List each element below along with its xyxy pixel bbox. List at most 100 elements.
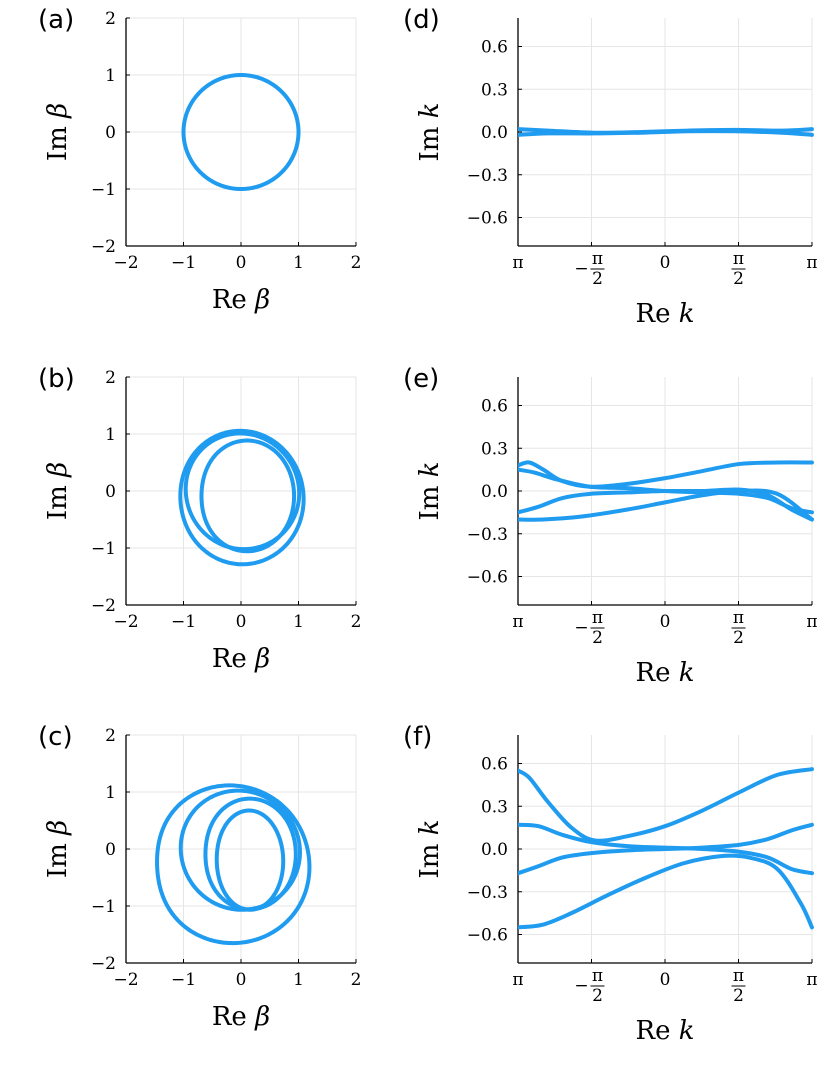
- minus-sign: −: [574, 976, 588, 996]
- series-1-line: [518, 460, 814, 489]
- axis-label-prefix: Re: [636, 299, 679, 329]
- x-tick-label: π: [512, 612, 523, 632]
- y-tick-label: 1: [105, 783, 116, 803]
- axis-label-variable: β: [254, 644, 270, 674]
- axis-label-prefix: Im: [415, 835, 445, 878]
- x-tick-label: −π/2− π2: [574, 966, 605, 1006]
- x-tick-label: π: [806, 253, 817, 273]
- y-tick-label: 0.6: [481, 397, 508, 417]
- y-tick-label: −0.3: [467, 525, 508, 545]
- x-tick-label: 2: [351, 970, 362, 990]
- x-tick-label: π/2π2: [731, 249, 746, 289]
- y-axis-label: Im k: [415, 462, 445, 521]
- x-axis-label: Re β: [212, 285, 270, 315]
- fraction-denominator: 2: [733, 269, 744, 289]
- x-tick-label: 0: [236, 253, 247, 273]
- panel-label: (c): [38, 722, 73, 752]
- y-tick-label: −1: [91, 539, 116, 559]
- axis-label-prefix: Re: [636, 1016, 679, 1046]
- axis-label-variable: k: [679, 658, 695, 688]
- y-tick-label: 0: [105, 123, 116, 143]
- series-4-line: [214, 808, 286, 912]
- axis-label-variable: k: [415, 462, 445, 478]
- x-axis-label: Re k: [636, 658, 695, 688]
- axis-label-variable: k: [679, 299, 695, 329]
- axis-label-prefix: Im: [415, 118, 445, 161]
- y-tick-label: 2: [105, 368, 116, 388]
- series-4-line: [518, 853, 814, 930]
- y-tick-label: 0.0: [481, 840, 508, 860]
- x-tick-label: 0: [236, 612, 247, 632]
- axis-label-variable: k: [415, 103, 445, 119]
- series-1-line: [155, 783, 312, 946]
- x-tick-label: π: [512, 970, 523, 990]
- axis-label-prefix: Im: [43, 477, 73, 520]
- fraction-denominator: 2: [592, 269, 603, 289]
- panel-label: (e): [403, 364, 439, 394]
- axis-label-prefix: Im: [43, 835, 73, 878]
- series-1-line: [178, 428, 306, 567]
- x-tick-label: −1: [171, 253, 196, 273]
- series-group: [518, 460, 814, 522]
- x-tick-label: π/2π2: [731, 966, 746, 1006]
- axis-label-variable: k: [415, 820, 445, 836]
- axis-label-variable: β: [254, 285, 270, 315]
- y-tick-label: 0: [105, 482, 116, 502]
- series-group: [518, 127, 814, 137]
- x-tick-label: π: [806, 970, 817, 990]
- series-group: [181, 73, 301, 191]
- fraction-numerator: π: [592, 249, 603, 269]
- x-tick-label: 2: [351, 253, 362, 273]
- fraction-denominator: 2: [733, 628, 744, 648]
- y-tick-label: 2: [105, 9, 116, 29]
- axis-label-variable: β: [254, 1002, 270, 1032]
- y-tick-label: −0.6: [467, 209, 508, 229]
- series-3-line: [518, 822, 814, 876]
- y-axis-label: Im k: [415, 820, 445, 879]
- series-3-line: [199, 438, 297, 554]
- y-tick-label: −1: [91, 897, 116, 917]
- fraction-denominator: 2: [733, 986, 744, 1006]
- minus-sign: −: [574, 259, 588, 279]
- y-tick-label: 0.3: [481, 80, 508, 100]
- y-axis-label: Im β: [43, 820, 73, 878]
- y-tick-label: −0.6: [467, 568, 508, 588]
- series-2-line: [518, 129, 814, 137]
- y-tick-label: 0.3: [481, 797, 508, 817]
- y-tick-label: −2: [91, 596, 116, 616]
- series-group: [155, 783, 312, 946]
- y-tick-label: −0.6: [467, 926, 508, 946]
- y-tick-label: −2: [91, 954, 116, 974]
- y-tick-label: 1: [105, 425, 116, 445]
- y-tick-label: 0.6: [481, 755, 508, 775]
- x-axis-label: Re k: [636, 299, 695, 329]
- y-tick-label: 0: [105, 840, 116, 860]
- y-tick-label: −2: [91, 237, 116, 257]
- x-axis-label: Re β: [212, 644, 270, 674]
- x-tick-label: 1: [293, 253, 304, 273]
- axis-label-variable: β: [43, 462, 73, 478]
- y-tick-label: 2: [105, 726, 116, 746]
- x-tick-label: 0: [660, 253, 671, 273]
- axis-label-prefix: Re: [636, 658, 679, 688]
- x-tick-label: π: [806, 612, 817, 632]
- x-tick-label: 2: [351, 612, 362, 632]
- fraction-numerator: π: [733, 608, 744, 628]
- y-tick-label: 0.6: [481, 38, 508, 58]
- x-tick-label: −π/2− π2: [574, 249, 605, 289]
- x-tick-label: −π/2− π2: [574, 608, 605, 648]
- x-tick-label: −2: [113, 612, 138, 632]
- minus-sign: −: [574, 618, 588, 638]
- fraction-numerator: π: [733, 966, 744, 986]
- panel-label: (b): [38, 364, 75, 394]
- axis-label-variable: β: [43, 103, 73, 119]
- y-tick-label: −0.3: [467, 166, 508, 186]
- x-tick-label: −1: [171, 612, 196, 632]
- x-axis-label: Re k: [636, 1016, 695, 1046]
- y-tick-label: 0.0: [481, 482, 508, 502]
